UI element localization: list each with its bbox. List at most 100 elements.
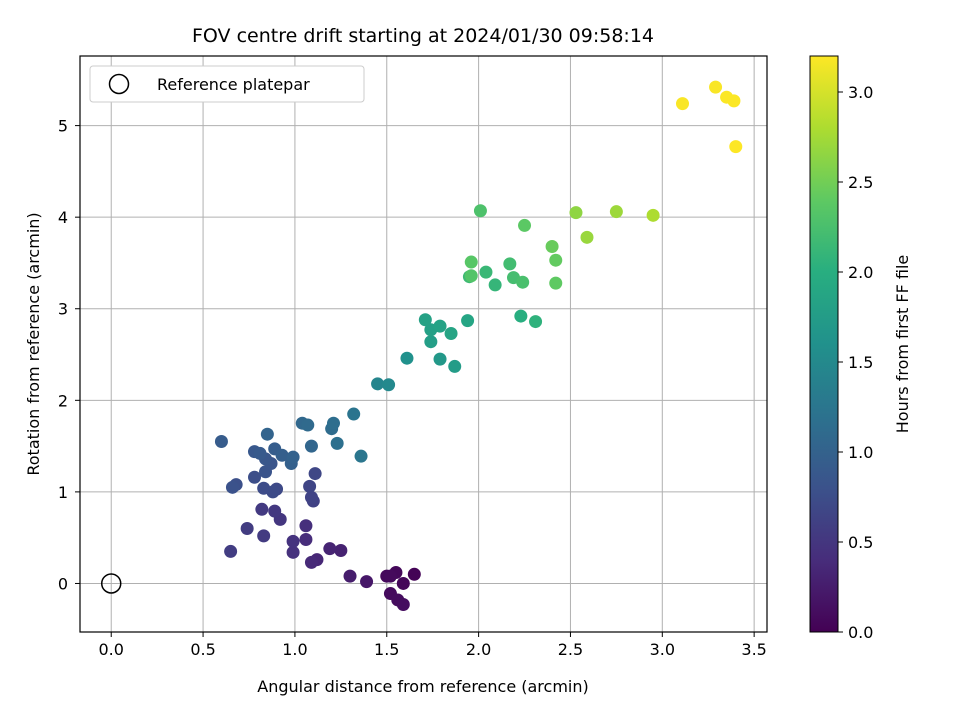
data-point bbox=[569, 206, 583, 220]
colorbar-tick-label: 2.5 bbox=[848, 173, 873, 192]
data-point bbox=[646, 208, 660, 222]
data-point bbox=[304, 439, 318, 453]
y-tick-label: 0 bbox=[58, 574, 68, 593]
data-point bbox=[257, 529, 271, 543]
data-point bbox=[609, 205, 623, 219]
data-point bbox=[444, 326, 458, 340]
data-point bbox=[514, 309, 528, 323]
data-point bbox=[304, 555, 318, 569]
data-point bbox=[518, 218, 532, 232]
data-point bbox=[225, 480, 239, 494]
data-point bbox=[676, 97, 690, 111]
x-tick-label: 0.0 bbox=[99, 640, 124, 659]
y-tick-label: 2 bbox=[58, 391, 68, 410]
data-point bbox=[360, 575, 374, 589]
data-point bbox=[268, 504, 282, 518]
data-point bbox=[488, 278, 502, 292]
x-axis-ticks: 0.0 0.5 1.0 1.5 2.0 2.5 3.0 3.5 bbox=[99, 632, 767, 659]
y-tick-label: 3 bbox=[58, 300, 68, 319]
colorbar-label: Hours from first FF file bbox=[893, 255, 912, 434]
data-point bbox=[424, 335, 438, 349]
y-tick-label: 4 bbox=[58, 208, 68, 227]
x-tick-label: 0.5 bbox=[190, 640, 215, 659]
plot-frame bbox=[79, 55, 768, 633]
data-point bbox=[516, 275, 530, 289]
legend-label: Reference platepar bbox=[157, 75, 310, 94]
data-point bbox=[304, 490, 318, 504]
data-point bbox=[545, 239, 559, 253]
legend: Reference platepar bbox=[89, 65, 365, 103]
data-point bbox=[286, 545, 300, 559]
legend-marker bbox=[108, 73, 130, 95]
chart-title: FOV centre drift starting at 2024/01/30 … bbox=[192, 25, 654, 47]
data-point bbox=[248, 470, 262, 484]
data-point bbox=[214, 435, 228, 449]
colorbar-ticks: 0.0 0.5 1.0 1.5 2.0 2.5 3.0 bbox=[838, 83, 873, 642]
colorbar-tick-label: 2.0 bbox=[848, 263, 873, 282]
data-point bbox=[479, 265, 493, 279]
data-point bbox=[299, 519, 313, 533]
data-point bbox=[343, 569, 357, 583]
y-axis-ticks: 0 1 2 3 4 5 bbox=[58, 117, 80, 593]
colorbar-tick-label: 3.0 bbox=[848, 83, 873, 102]
data-point bbox=[354, 449, 368, 463]
x-tick-label: 3.0 bbox=[650, 640, 675, 659]
colorbar-tick-label: 1.5 bbox=[848, 353, 873, 372]
x-tick-label: 1.0 bbox=[282, 640, 307, 659]
data-point bbox=[396, 576, 410, 590]
data-point bbox=[255, 502, 269, 516]
y-tick-label: 1 bbox=[58, 483, 68, 502]
data-point bbox=[549, 276, 563, 290]
data-point bbox=[326, 416, 340, 430]
data-point bbox=[464, 269, 478, 283]
x-tick-label: 3.5 bbox=[741, 640, 766, 659]
data-point bbox=[529, 315, 543, 329]
data-point bbox=[400, 351, 414, 365]
data-point bbox=[709, 80, 723, 94]
data-point bbox=[580, 230, 594, 244]
y-axis-label: Rotation from reference (arcmin) bbox=[24, 212, 43, 475]
data-point bbox=[303, 479, 317, 493]
data-point bbox=[240, 522, 254, 536]
data-point bbox=[396, 598, 410, 612]
data-point bbox=[257, 481, 271, 495]
y-tick-label: 5 bbox=[58, 117, 68, 136]
x-tick-label: 2.5 bbox=[558, 640, 583, 659]
data-point bbox=[461, 314, 475, 328]
data-point bbox=[464, 255, 478, 269]
colorbar-tick-label: 0.0 bbox=[848, 623, 873, 642]
data-points bbox=[214, 80, 743, 612]
data-point bbox=[308, 467, 322, 481]
data-point bbox=[383, 569, 397, 583]
data-point bbox=[299, 533, 313, 547]
data-point bbox=[286, 450, 300, 464]
data-point bbox=[729, 140, 743, 154]
x-tick-label: 1.5 bbox=[374, 640, 399, 659]
data-point bbox=[448, 359, 462, 373]
data-point bbox=[275, 448, 289, 462]
reference-platepar-marker bbox=[100, 573, 122, 594]
legend-box bbox=[89, 65, 365, 103]
x-axis-label: Angular distance from reference (arcmin) bbox=[257, 677, 588, 696]
data-point bbox=[433, 319, 447, 333]
data-point bbox=[347, 407, 361, 421]
data-point bbox=[549, 253, 563, 267]
colorbar-tick-label: 1.0 bbox=[848, 443, 873, 462]
data-point bbox=[433, 352, 447, 366]
data-point bbox=[286, 534, 300, 548]
colorbar-tick-label: 0.5 bbox=[848, 533, 873, 552]
data-point bbox=[301, 418, 315, 432]
grid bbox=[80, 56, 767, 632]
data-point bbox=[503, 257, 517, 271]
data-point bbox=[407, 567, 421, 581]
colorbar bbox=[809, 55, 839, 633]
data-point bbox=[224, 544, 238, 558]
x-tick-label: 2.0 bbox=[466, 640, 491, 659]
data-point bbox=[727, 94, 741, 108]
data-point bbox=[334, 543, 348, 557]
data-point bbox=[323, 542, 337, 556]
data-point bbox=[418, 313, 432, 327]
data-point bbox=[382, 378, 396, 392]
data-point bbox=[253, 446, 267, 460]
